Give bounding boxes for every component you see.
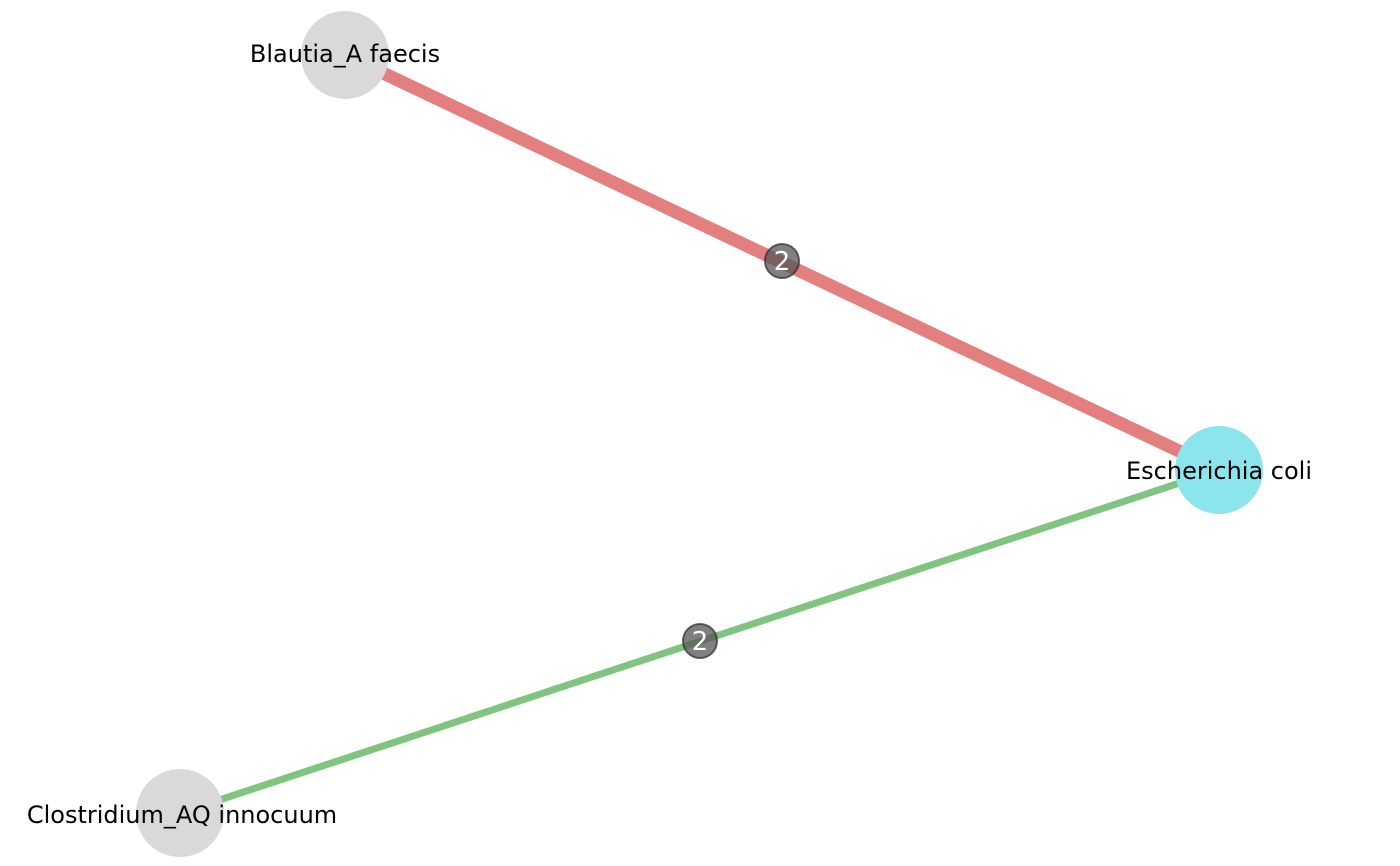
node-label-blautia: Blautia_A faecis bbox=[250, 40, 440, 68]
edge-layer bbox=[178, 49, 1222, 817]
edge-badge-layer: 2 2 bbox=[682, 243, 800, 659]
node-layer bbox=[136, 11, 1263, 857]
edge-weight-label: 2 bbox=[774, 247, 791, 277]
node-clostridium[interactable] bbox=[136, 769, 224, 857]
edge-weight-badge bbox=[682, 623, 718, 659]
node-label-ecoli: Escherichia coli bbox=[1126, 457, 1312, 485]
edge-weight-label: 2 bbox=[692, 627, 709, 657]
edge-badge-clostridium-ecoli: 2 bbox=[682, 623, 718, 659]
node-ecoli[interactable] bbox=[1175, 426, 1263, 514]
edge-weight-badge bbox=[764, 243, 800, 279]
node-label-clostridium: Clostridium_AQ innocuum bbox=[27, 801, 337, 829]
node-blautia[interactable] bbox=[301, 11, 389, 99]
label-layer: Blautia_A faecis Escherichia coli Clostr… bbox=[27, 40, 1312, 829]
edge-badge-blautia-ecoli: 2 bbox=[764, 243, 800, 279]
